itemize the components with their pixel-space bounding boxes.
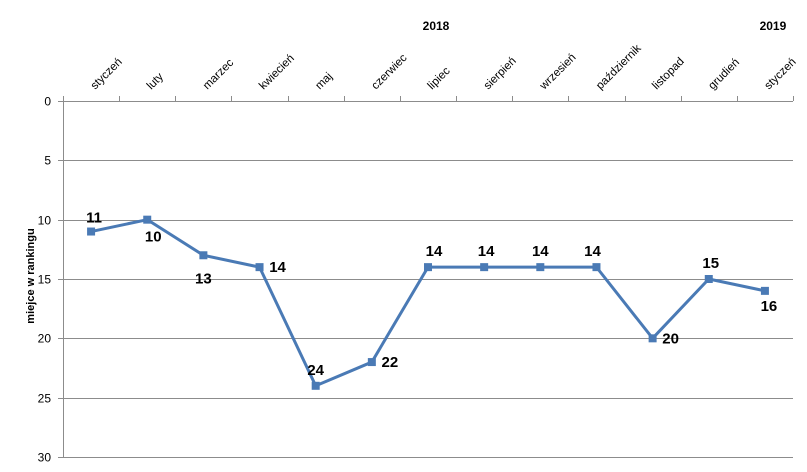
y-tick-label: 0 [44, 95, 51, 109]
data-label: 14 [269, 259, 286, 276]
x-tick-label: sierpień [482, 55, 519, 92]
x-tick-label: kwiecień [257, 52, 297, 92]
data-label: 16 [761, 298, 778, 315]
data-point [199, 251, 208, 260]
x-tick-label: czerwiec [369, 52, 409, 92]
data-point [424, 263, 432, 272]
data-label: 14 [584, 243, 601, 260]
category-labels: styczeń luty marzec kwiecień maj czerwiec lipi… [89, 42, 799, 93]
axes [58, 96, 794, 458]
series [87, 215, 769, 390]
y-axis-title: miejce w rankingu [25, 228, 37, 323]
x-tick-label: październik [594, 42, 644, 92]
x-tick-label: wrzesień [537, 52, 578, 93]
data-label: 14 [478, 243, 495, 260]
data-label: 20 [662, 330, 679, 347]
x-tick-label: lipiec [426, 65, 453, 92]
y-tick-label: 10 [38, 214, 52, 228]
year-label: 2019 [760, 19, 787, 33]
x-tick-label: luty [145, 71, 166, 92]
data-label: 11 [86, 210, 102, 227]
data-label: 24 [307, 362, 324, 379]
data-point [648, 334, 657, 343]
y-tick-label: 15 [38, 273, 52, 287]
data-point [311, 381, 320, 390]
data-point [255, 263, 264, 272]
data-label: 13 [195, 270, 212, 287]
gridlines [63, 101, 793, 458]
x-tick-label: listopad [650, 56, 687, 93]
y-tick-label: 25 [38, 392, 52, 406]
x-tick-label: styczeń [89, 56, 125, 92]
x-tick-label: maj [313, 71, 335, 93]
data-label: 22 [382, 354, 399, 371]
data-point [536, 263, 545, 272]
data-label: 14 [426, 243, 443, 260]
year-labels: 2018 2019 [423, 19, 787, 33]
data-point [760, 286, 769, 295]
y-tick-label: 30 [38, 451, 52, 465]
x-tick-label: grudień [706, 57, 742, 93]
y-tick-label: 5 [44, 154, 51, 168]
data-point [592, 263, 601, 272]
y-tick-label: 20 [38, 332, 52, 346]
x-tick-label: marzec [201, 57, 236, 92]
x-tick-label: styczeń [763, 56, 799, 92]
data-point [367, 358, 376, 367]
data-labels: 11 10 13 14 24 22 14 14 14 14 20 15 16 [86, 210, 777, 379]
data-point [480, 263, 489, 272]
year-label: 2018 [423, 19, 450, 33]
y-tick-labels: 0 5 10 15 20 25 30 [38, 95, 52, 465]
data-point [87, 227, 96, 236]
data-label: 10 [145, 229, 162, 246]
data-label: 15 [702, 255, 719, 272]
data-point [143, 215, 152, 224]
data-label: 14 [532, 243, 549, 260]
data-point [704, 275, 713, 283]
